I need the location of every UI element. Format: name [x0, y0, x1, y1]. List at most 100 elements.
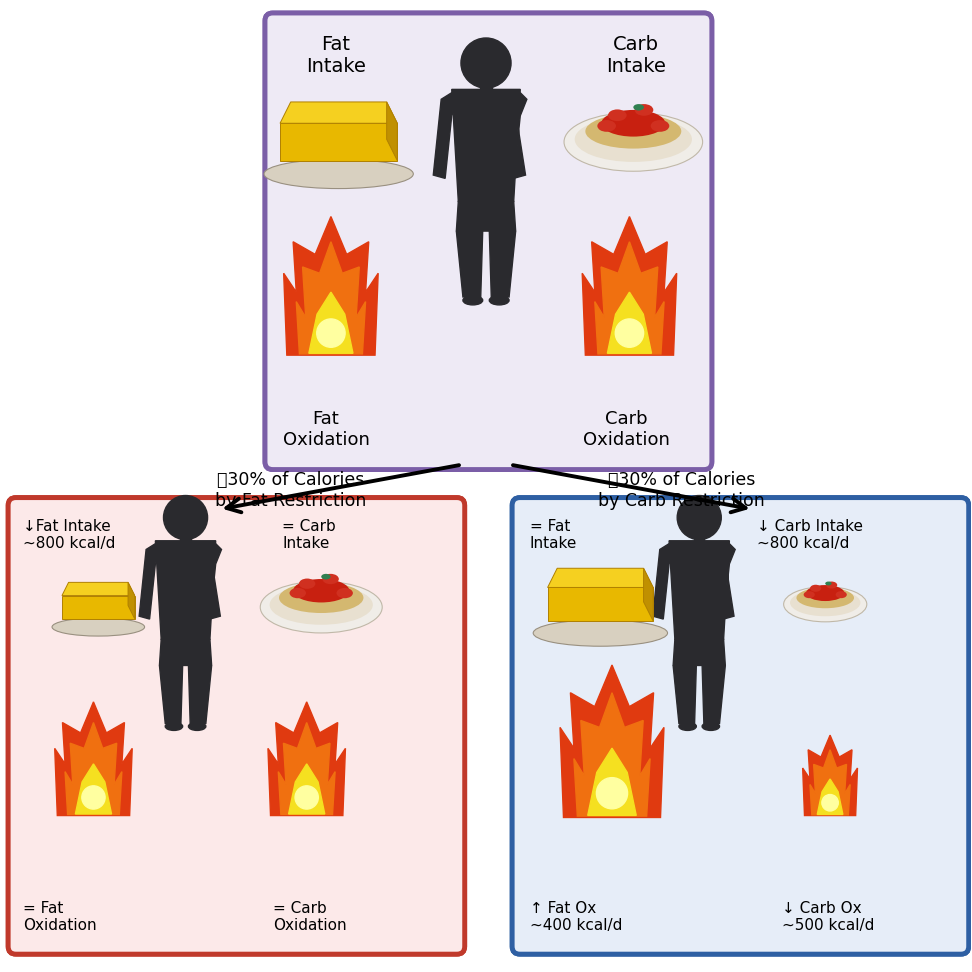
Polygon shape: [513, 92, 527, 179]
Text: = Carb
Oxidation: = Carb Oxidation: [273, 901, 346, 933]
Polygon shape: [817, 779, 843, 815]
Ellipse shape: [189, 722, 206, 730]
Polygon shape: [278, 722, 335, 815]
Ellipse shape: [615, 319, 643, 347]
Text: ↓Fat Intake
~800 kcal/d: ↓Fat Intake ~800 kcal/d: [22, 519, 115, 551]
Ellipse shape: [822, 794, 838, 811]
Polygon shape: [674, 666, 696, 723]
Polygon shape: [643, 569, 653, 621]
Polygon shape: [588, 748, 637, 816]
Ellipse shape: [790, 589, 860, 616]
Ellipse shape: [796, 587, 854, 608]
Polygon shape: [210, 543, 222, 619]
Polygon shape: [582, 217, 677, 355]
Polygon shape: [387, 102, 398, 160]
Polygon shape: [456, 231, 483, 297]
Text: = Fat
Intake: = Fat Intake: [530, 519, 577, 551]
Ellipse shape: [323, 573, 339, 584]
Circle shape: [461, 38, 511, 88]
FancyBboxPatch shape: [512, 498, 969, 955]
Ellipse shape: [650, 121, 670, 132]
Polygon shape: [702, 666, 725, 723]
Ellipse shape: [585, 114, 681, 149]
Polygon shape: [62, 582, 135, 596]
Ellipse shape: [564, 113, 703, 171]
Text: ↈ30% of Calories
by Fat Restriction: ↈ30% of Calories by Fat Restriction: [215, 471, 365, 510]
Polygon shape: [128, 582, 135, 619]
Text: = Carb
Intake: = Carb Intake: [283, 519, 336, 551]
Ellipse shape: [82, 785, 105, 809]
Bar: [480, 73, 492, 89]
Ellipse shape: [264, 159, 413, 189]
Polygon shape: [65, 722, 122, 815]
Polygon shape: [62, 596, 135, 619]
Polygon shape: [434, 92, 459, 179]
Ellipse shape: [317, 319, 345, 347]
Polygon shape: [653, 543, 675, 619]
Polygon shape: [608, 293, 651, 353]
Polygon shape: [803, 735, 857, 816]
Text: Fat
Intake: Fat Intake: [306, 35, 365, 77]
Ellipse shape: [534, 620, 668, 646]
Text: ↓ Carb Ox
~500 kcal/d: ↓ Carb Ox ~500 kcal/d: [781, 901, 874, 933]
Polygon shape: [76, 764, 112, 814]
Ellipse shape: [279, 582, 364, 613]
Bar: [694, 526, 705, 540]
Ellipse shape: [602, 110, 665, 137]
Polygon shape: [595, 242, 664, 354]
Text: ↈ30% of Calories
by Carb Restriction: ↈ30% of Calories by Carb Restriction: [599, 471, 765, 510]
FancyBboxPatch shape: [265, 13, 712, 469]
Polygon shape: [139, 543, 161, 619]
Polygon shape: [456, 201, 516, 231]
Bar: [181, 526, 191, 540]
Ellipse shape: [597, 778, 628, 809]
Polygon shape: [452, 89, 520, 201]
Ellipse shape: [336, 588, 353, 598]
Ellipse shape: [52, 618, 145, 636]
Ellipse shape: [260, 581, 382, 633]
Ellipse shape: [783, 587, 867, 622]
Circle shape: [677, 496, 721, 539]
FancyBboxPatch shape: [8, 498, 465, 955]
Polygon shape: [280, 123, 398, 160]
Polygon shape: [189, 666, 212, 723]
Polygon shape: [669, 540, 729, 640]
Polygon shape: [296, 242, 365, 354]
Ellipse shape: [294, 579, 349, 603]
Ellipse shape: [463, 295, 483, 305]
Polygon shape: [560, 665, 664, 817]
Ellipse shape: [635, 104, 653, 116]
Polygon shape: [547, 569, 653, 587]
Ellipse shape: [574, 117, 692, 162]
Ellipse shape: [836, 591, 847, 598]
FancyBboxPatch shape: [265, 13, 712, 469]
Ellipse shape: [825, 581, 832, 585]
Ellipse shape: [598, 121, 616, 132]
Polygon shape: [573, 693, 650, 816]
Ellipse shape: [489, 295, 509, 305]
Polygon shape: [284, 217, 378, 355]
Ellipse shape: [290, 588, 306, 598]
Polygon shape: [810, 749, 850, 815]
Text: = Fat
Oxidation: = Fat Oxidation: [22, 901, 96, 933]
Polygon shape: [309, 293, 353, 353]
Polygon shape: [159, 640, 212, 666]
Ellipse shape: [634, 104, 644, 111]
Ellipse shape: [810, 585, 821, 592]
Ellipse shape: [295, 785, 318, 809]
Polygon shape: [674, 640, 725, 666]
Polygon shape: [489, 231, 516, 297]
Polygon shape: [268, 702, 345, 816]
FancyBboxPatch shape: [512, 498, 969, 955]
Text: Carb
Intake: Carb Intake: [607, 35, 666, 77]
Polygon shape: [156, 540, 216, 640]
Polygon shape: [54, 702, 132, 816]
Circle shape: [163, 496, 208, 539]
Polygon shape: [159, 666, 183, 723]
Ellipse shape: [608, 110, 627, 122]
Ellipse shape: [321, 573, 330, 579]
Ellipse shape: [299, 578, 315, 589]
Text: Carb
Oxidation: Carb Oxidation: [583, 410, 670, 449]
Text: ↓ Carb Intake
~800 kcal/d: ↓ Carb Intake ~800 kcal/d: [757, 519, 863, 551]
Ellipse shape: [678, 722, 696, 730]
